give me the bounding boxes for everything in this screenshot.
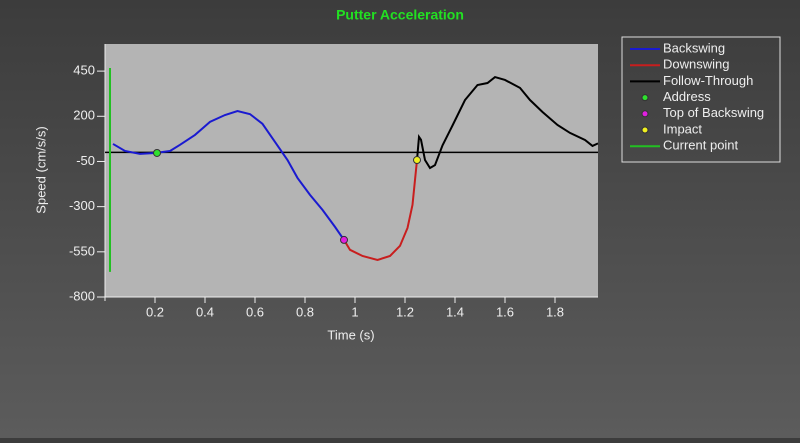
legend-label: Downswing	[663, 57, 729, 72]
y-tick-label: -300	[69, 198, 95, 213]
x-tick-label: 1	[351, 304, 358, 319]
y-tick-label: -550	[69, 243, 95, 258]
series-line	[416, 75, 599, 170]
legend-swatch	[641, 94, 649, 102]
y-tick-label: -50	[76, 153, 95, 168]
event-marker	[413, 156, 421, 165]
y-axis-label: Speed (cm/s/s)	[33, 126, 48, 213]
legend-box	[621, 36, 781, 163]
y-tick-label: 200	[73, 108, 95, 123]
chart-title: Putter Acceleration	[336, 7, 464, 23]
plot-area	[105, 44, 598, 297]
legend-label: Impact	[663, 121, 702, 136]
event-marker	[153, 148, 161, 157]
legend-label: Backswing	[663, 40, 725, 55]
x-tick-label: 0.8	[296, 304, 314, 319]
legend-label: Top of Backswing	[663, 105, 764, 120]
x-tick-label: 1.8	[546, 304, 564, 319]
y-tick-label: -800	[69, 288, 95, 303]
legend-label: Follow-Through	[663, 73, 753, 88]
y-tick-label: 450	[73, 63, 95, 78]
x-tick-label: 0.4	[196, 304, 214, 319]
x-tick-label: 0.6	[246, 304, 264, 319]
x-tick-label: 1.6	[496, 304, 514, 319]
x-tick-label: 1.2	[396, 304, 414, 319]
event-marker	[340, 235, 348, 244]
legend-swatch	[641, 110, 649, 118]
series-line	[343, 159, 418, 261]
x-axis-label: Time (s)	[327, 327, 374, 342]
legend-label: Current point	[663, 138, 739, 153]
legend-swatch	[641, 126, 649, 134]
x-tick-label: 1.4	[446, 304, 464, 319]
x-tick-label: 0.2	[146, 304, 164, 319]
legend-label: Address	[663, 89, 711, 104]
